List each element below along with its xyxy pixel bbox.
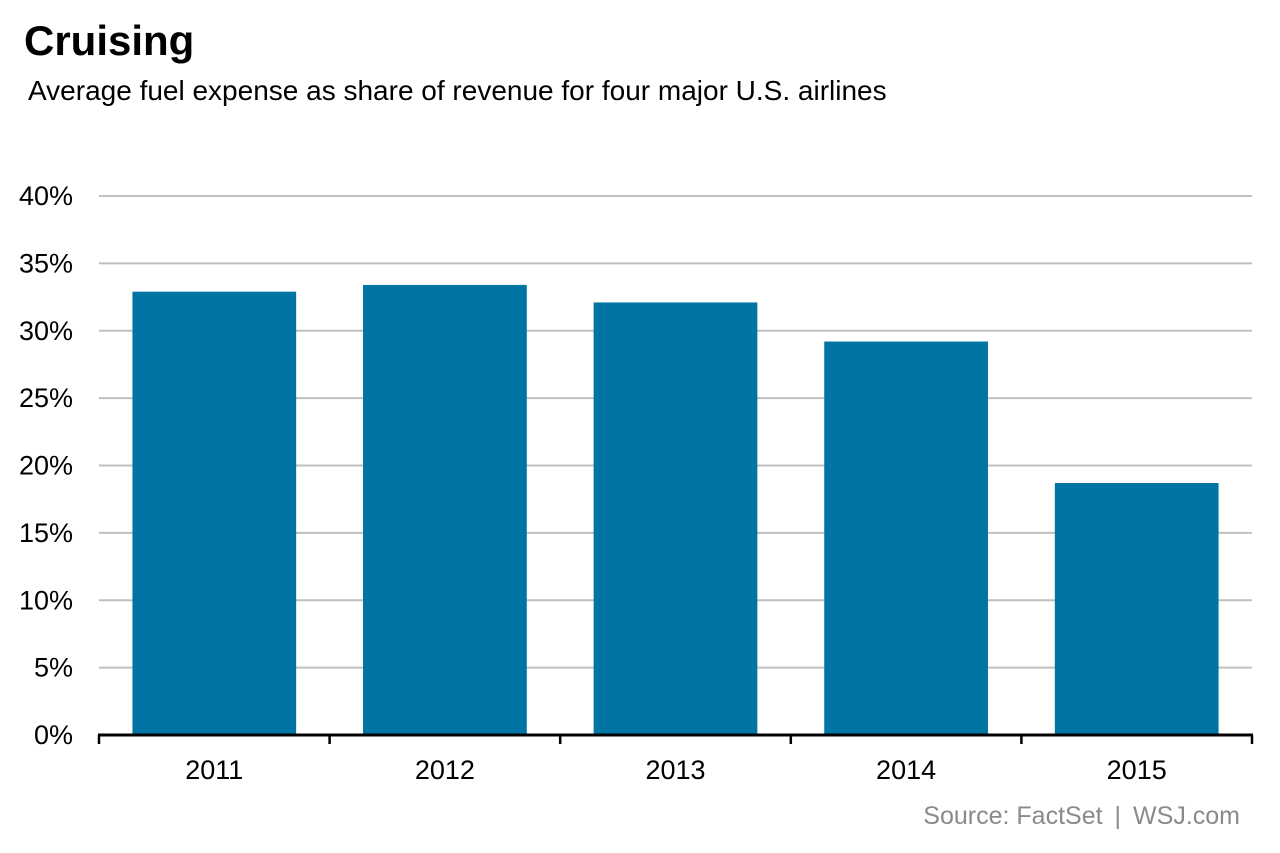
y-tick-label: 15% <box>19 518 73 548</box>
bar <box>363 284 527 735</box>
source-label: Source: FactSet <box>923 802 1103 830</box>
y-tick-label: 5% <box>34 653 73 683</box>
y-tick-label: 25% <box>19 383 73 413</box>
x-axis <box>97 733 1254 744</box>
y-tick-label: 0% <box>34 720 73 750</box>
y-tick-label: 30% <box>19 316 73 346</box>
y-tick-label: 10% <box>19 585 73 615</box>
bar <box>593 302 758 735</box>
y-tick-label: 20% <box>19 451 73 481</box>
chart-subtitle: Average fuel expense as share of revenue… <box>28 75 887 106</box>
publisher-label: WSJ.com <box>1133 802 1240 830</box>
x-tick-label: 2013 <box>645 755 705 785</box>
x-axis-tick-labels: 2011 2012 2013 2014 2015 <box>185 755 1166 785</box>
source-note: Source: FactSet | WSJ.com <box>923 802 1240 831</box>
y-tick-label: 40% <box>19 181 73 211</box>
bars <box>132 284 1219 735</box>
x-tick-label: 2014 <box>876 755 936 785</box>
source-separator: | <box>1114 802 1122 830</box>
bar <box>824 341 988 735</box>
x-tick-label: 2015 <box>1107 755 1167 785</box>
y-tick-label: 35% <box>19 248 73 278</box>
chart-title: Cruising <box>24 17 195 64</box>
bar <box>132 291 297 735</box>
x-tick-label: 2011 <box>185 755 243 785</box>
x-tick-label: 2012 <box>415 755 475 785</box>
bar <box>1054 483 1219 735</box>
y-axis-tick-labels: 0% 5% 10% 15% 20% 25% 30% 35% 40% <box>19 181 73 750</box>
